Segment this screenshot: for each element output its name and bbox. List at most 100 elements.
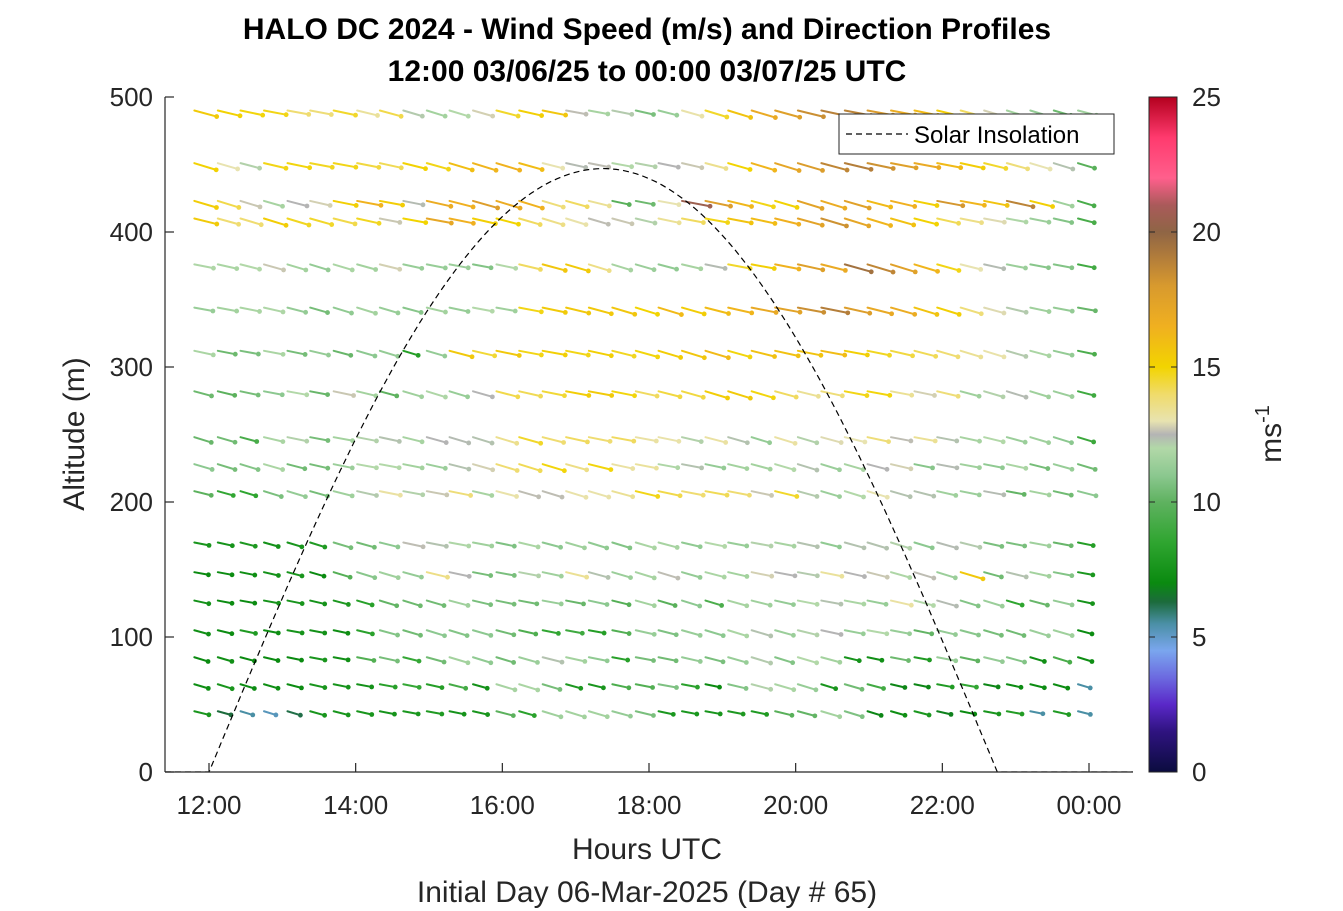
wind-arrow [634, 463, 659, 471]
wind-arrow [309, 710, 328, 718]
wind-arrow [425, 656, 447, 665]
wind-arrow [1029, 656, 1047, 664]
wind-arrow [959, 217, 984, 226]
wind-arrow [820, 436, 844, 445]
wind-arrow [216, 199, 242, 210]
wind-arrow [495, 571, 517, 578]
colorbar-tick-label: 20 [1192, 217, 1221, 247]
wind-arrow [495, 541, 517, 549]
wind-arrow [913, 349, 939, 359]
wind-arrow [634, 349, 661, 360]
wind-arrow [796, 390, 821, 399]
x-tick-label: 22:00 [910, 790, 975, 820]
wind-arrow [425, 463, 448, 471]
wind-arrow [681, 263, 704, 272]
wind-arrow [378, 656, 400, 664]
wind-arrow [681, 656, 703, 664]
wind-arrow [774, 463, 797, 473]
wind-arrow [634, 656, 656, 663]
wind-arrow [332, 656, 351, 663]
wind-arrow [541, 217, 566, 228]
wind-arrow [541, 109, 568, 118]
wind-arrow [518, 490, 542, 500]
wind-arrow [541, 263, 568, 273]
wind-arrow [286, 109, 312, 117]
wind-arrow [518, 710, 537, 718]
wind-arrow [820, 162, 850, 173]
plot-area: 0 100 200 300 400 500 12:00 14:00 16:00 18:00 20:… [110, 82, 1133, 820]
wind-arrow [820, 710, 843, 720]
wind-arrow [378, 162, 404, 171]
wind-arrow [286, 599, 305, 606]
y-tick-label: 0 [139, 757, 153, 787]
wind-arrow [587, 541, 610, 551]
wind-arrow [727, 199, 754, 209]
wind-arrow [913, 571, 937, 581]
wind-arrow [796, 683, 819, 693]
wind-arrow [704, 217, 731, 225]
wind-arrow [587, 656, 610, 664]
wind-arrow [1052, 656, 1073, 665]
wind-arrow [936, 263, 962, 273]
wind-arrow [1005, 217, 1029, 225]
wind-arrow [913, 710, 932, 718]
wind-arrow [472, 306, 495, 314]
wind-arrow [774, 656, 796, 666]
wind-arrow [1052, 217, 1075, 225]
wind-arrow [866, 683, 886, 691]
wind-arrow [472, 656, 494, 666]
wind-arrow [587, 349, 614, 359]
y-tick-label: 400 [110, 217, 153, 247]
wind-arrow [286, 656, 304, 663]
wind-arrow [448, 162, 475, 173]
wind-arrow [983, 306, 1007, 316]
wind-arrow [587, 571, 611, 580]
wind-arrow [611, 199, 632, 207]
wind-arrow [495, 349, 522, 358]
wind-arrow [402, 683, 422, 690]
wind-arrow [565, 490, 589, 500]
wind-arrow [472, 541, 495, 549]
wind-arrow [820, 390, 845, 399]
wind-arrow [472, 349, 498, 359]
wind-arrow [704, 571, 727, 580]
wind-arrow [518, 541, 541, 550]
colorbar-label-exponent: -1 [1252, 405, 1274, 423]
wind-arrow [1029, 162, 1053, 172]
wind-arrow [587, 490, 612, 500]
wind-arrow [727, 349, 753, 360]
wind-arrow [239, 390, 261, 398]
wind-arrow [774, 541, 797, 549]
wind-arrow [309, 571, 327, 579]
wind-arrow [309, 217, 335, 227]
wind-arrow [1005, 349, 1029, 359]
wind-arrow [1029, 349, 1052, 359]
wind-arrow [843, 571, 867, 579]
wind-arrow [448, 263, 471, 271]
wind-arrow [774, 199, 800, 210]
wind-arrow [820, 199, 848, 211]
wind-arrow [959, 349, 984, 360]
wind-arrow [332, 599, 351, 607]
wind-arrow [727, 683, 749, 691]
wind-arrow [959, 599, 981, 609]
wind-arrow [750, 162, 778, 173]
wind-arrow [774, 571, 798, 579]
x-tick-label: 00:00 [1056, 790, 1121, 820]
wind-arrow [611, 306, 638, 317]
wind-arrow [1029, 390, 1051, 400]
wind-arrow [472, 683, 490, 691]
wind-arrow [843, 436, 868, 445]
wind-arrow [727, 490, 752, 498]
wind-arrow [657, 306, 684, 317]
wind-arrow [1005, 263, 1028, 271]
wind-arrow [913, 162, 942, 170]
wind-arrow [936, 390, 961, 399]
wind-arrow [796, 436, 820, 446]
wind-arrow [1029, 436, 1052, 446]
wind-arrow [356, 683, 375, 690]
wind-arrow [866, 541, 890, 551]
wind-arrow [356, 629, 375, 637]
wind-arrow [541, 683, 563, 692]
